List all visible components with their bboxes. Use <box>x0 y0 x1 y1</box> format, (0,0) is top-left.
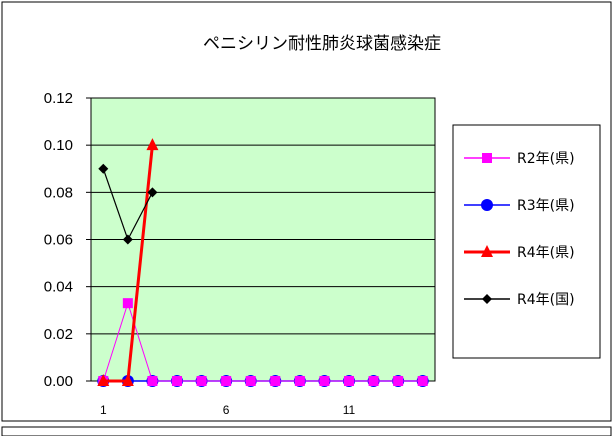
data-point <box>172 376 182 386</box>
data-point <box>196 376 207 386</box>
data-point <box>121 374 134 386</box>
legend-label: R4年(県) <box>517 245 575 261</box>
data-point <box>417 376 428 386</box>
legend: R2年(県) R3年(県) R4年(県) R4年(国) <box>452 124 601 359</box>
data-point <box>393 376 404 386</box>
data-point <box>245 376 256 386</box>
legend-swatch-marker <box>482 294 492 304</box>
y-tick-label: 0.08 <box>44 184 73 201</box>
data-point <box>122 234 133 245</box>
x-tick-label: 6 <box>223 403 230 417</box>
data-point <box>98 163 109 174</box>
data-point <box>270 376 281 386</box>
legend-label: R4年(国) <box>517 292 575 308</box>
legend-swatch-marker <box>481 245 493 257</box>
legend-swatch-marker <box>482 153 492 163</box>
y-tick-label: 0.00 <box>44 373 73 390</box>
plot-area: 0.00 0.02 0.04 0.06 0.08 0.10 0.12 1 6 11 <box>44 90 436 417</box>
y-tick-label: 0.04 <box>44 279 73 296</box>
y-tick-label: 0.12 <box>44 90 73 107</box>
legend-swatch-marker <box>481 199 493 211</box>
legend-label: R3年(県) <box>517 198 575 214</box>
y-tick-label: 0.06 <box>44 232 73 249</box>
chart-title: ペニシリン耐性肺炎球菌感染症 <box>203 34 441 54</box>
data-point <box>147 376 158 386</box>
data-point <box>122 298 133 309</box>
legend-label: R2年(県) <box>517 151 575 167</box>
data-point <box>344 376 354 386</box>
data-point <box>221 376 232 386</box>
y-tick-label: 0.02 <box>44 326 73 343</box>
data-point <box>97 374 110 386</box>
data-point <box>368 376 379 386</box>
bottom-panel-edge <box>1 426 612 436</box>
data-point <box>146 138 159 151</box>
x-tick-label: 11 <box>343 403 356 417</box>
data-point <box>147 187 158 198</box>
legend-box <box>452 124 601 359</box>
x-tick-label: 1 <box>100 403 107 417</box>
data-point <box>319 376 330 386</box>
data-point <box>294 376 305 386</box>
y-tick-label: 0.10 <box>44 137 73 154</box>
